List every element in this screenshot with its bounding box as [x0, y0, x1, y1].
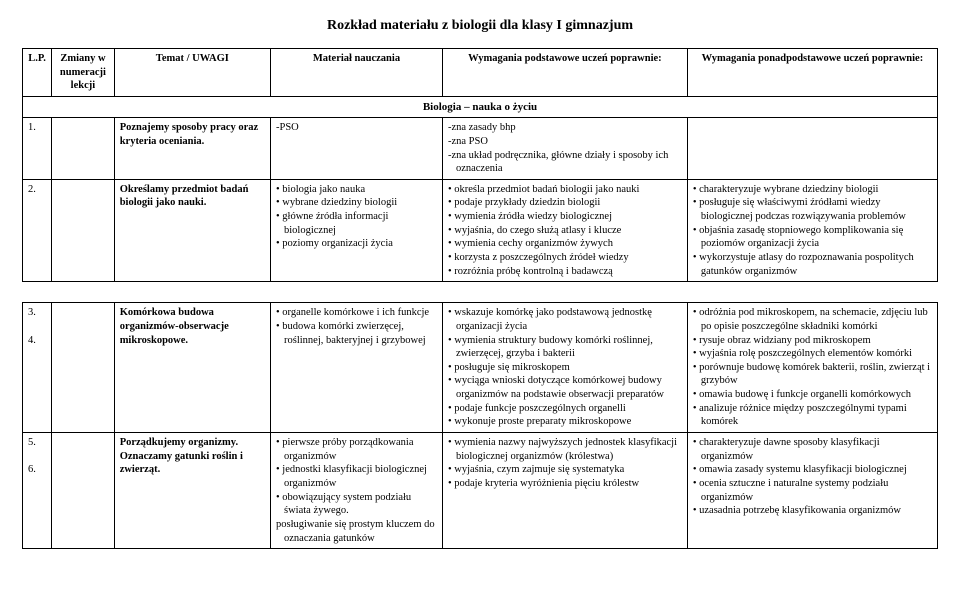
cell-material: • pierwsze próby porządkowania organizmó… — [271, 433, 443, 549]
cell-zmiany — [52, 179, 115, 281]
cell-zmiany — [52, 118, 115, 180]
cell-lp: 2. — [23, 179, 52, 281]
cell-ponad: • charakteryzuje dawne sposoby klasyfika… — [687, 433, 937, 549]
cell-temat: Poznajemy sposoby pracy oraz kryteria oc… — [114, 118, 270, 180]
cell-lp: 1. — [23, 118, 52, 180]
cell-ponad: • charakteryzuje wybrane dziedziny biolo… — [687, 179, 937, 281]
table-row: 5.6. Porządkujemy organizmy. Oznaczamy g… — [23, 433, 938, 549]
cell-pods: • określa przedmiot badań biologii jako … — [442, 179, 687, 281]
header-zmiany: Zmiany w numeracji lekcji — [52, 49, 115, 97]
cell-material: -PSO — [271, 118, 443, 180]
cell-zmiany — [52, 433, 115, 549]
table-row: 3.4. Komórkowa budowa organizmów-obserwa… — [23, 303, 938, 433]
cell-temat: Określamy przedmiot badań biologii jako … — [114, 179, 270, 281]
cell-pods: • wskazuje komórkę jako podstawową jedno… — [442, 303, 687, 433]
cell-lp: 3.4. — [23, 303, 52, 433]
header-material: Materiał nauczania — [271, 49, 443, 97]
cell-material: • biologia jako nauka • wybrane dziedzin… — [271, 179, 443, 281]
cell-material: • organelle komórkowe i ich funkcje • bu… — [271, 303, 443, 433]
cell-temat: Komórkowa budowa organizmów-obserwacje m… — [114, 303, 270, 433]
curriculum-table: L.P. Zmiany w numeracji lekcji Temat / U… — [22, 48, 938, 549]
table-row: 2. Określamy przedmiot badań biologii ja… — [23, 179, 938, 281]
header-temat: Temat / UWAGI — [114, 49, 270, 97]
cell-pods: -zna zasady bhp -zna PSO -zna układ podr… — [442, 118, 687, 180]
cell-zmiany — [52, 303, 115, 433]
header-ponadpodstawowe: Wymagania ponadpodstawowe uczeń poprawni… — [687, 49, 937, 97]
cell-lp: 5.6. — [23, 433, 52, 549]
cell-temat: Porządkujemy organizmy. Oznaczamy gatunk… — [114, 433, 270, 549]
table-row: 1. Poznajemy sposoby pracy oraz kryteria… — [23, 118, 938, 180]
cell-ponad — [687, 118, 937, 180]
header-podstawowe: Wymagania podstawowe uczeń poprawnie: — [442, 49, 687, 97]
section-row: Biologia – nauka o życiu — [23, 96, 938, 117]
cell-pods: • wymienia nazwy najwyższych jednostek k… — [442, 433, 687, 549]
cell-ponad: • odróżnia pod mikroskopem, na schemacie… — [687, 303, 937, 433]
spacer-row — [23, 282, 938, 303]
header-row: L.P. Zmiany w numeracji lekcji Temat / U… — [23, 49, 938, 97]
header-lp: L.P. — [23, 49, 52, 97]
page-title: Rozkład materiału z biologii dla klasy I… — [22, 18, 938, 34]
section-title: Biologia – nauka o życiu — [23, 96, 938, 117]
